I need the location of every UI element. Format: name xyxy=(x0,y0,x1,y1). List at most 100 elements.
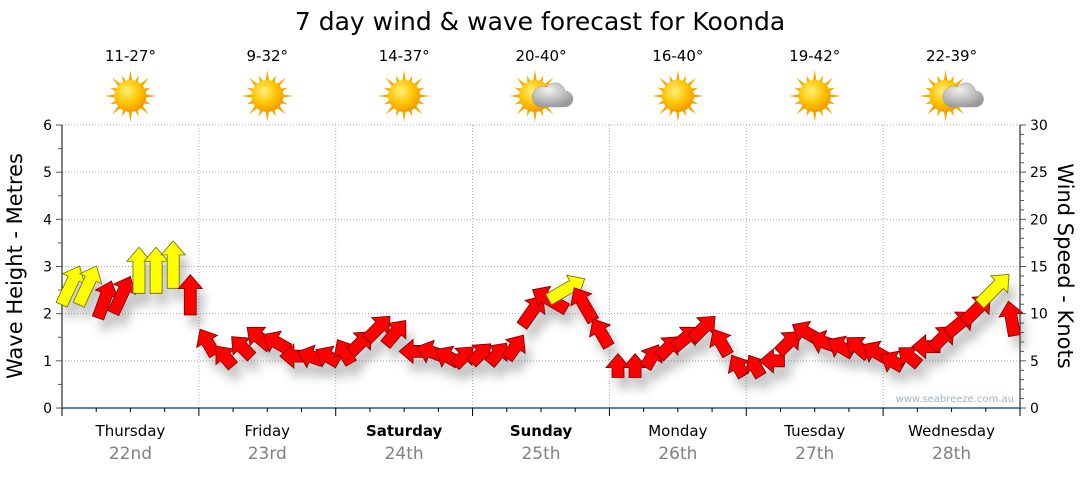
y2-tick-label: 0 xyxy=(1030,401,1039,417)
wind-arrow-shadow xyxy=(491,355,514,380)
day-name-label: Friday xyxy=(245,422,291,440)
sun-ray xyxy=(112,77,122,87)
day-name-label: Thursday xyxy=(95,422,166,440)
temperature-range: 11-27° xyxy=(105,47,156,65)
sun-ray xyxy=(796,105,806,115)
wind-arrow xyxy=(974,273,1010,309)
sun-ray xyxy=(943,110,948,122)
sun-ray xyxy=(943,70,948,82)
sun-disc xyxy=(251,80,284,112)
sun-icon xyxy=(651,70,704,122)
sun-ray xyxy=(927,105,937,115)
sun-ray xyxy=(659,77,669,87)
sun-ray xyxy=(276,77,286,87)
sun-ray xyxy=(139,77,149,87)
wind-arrow xyxy=(160,240,187,289)
sun-icon xyxy=(378,70,431,122)
day-date-label: 22nd xyxy=(109,444,152,464)
sun-ray xyxy=(516,105,526,115)
y-tick-label: 1 xyxy=(43,354,52,370)
sun-ray xyxy=(659,105,669,115)
wind-arrow xyxy=(827,335,857,360)
wind-arrow xyxy=(380,319,407,350)
day-date-label: 23rd xyxy=(248,444,287,464)
sun-ray xyxy=(788,94,800,98)
day-date-label: 28th xyxy=(932,444,971,464)
y-tick-label: 2 xyxy=(43,307,52,323)
sun-ray xyxy=(823,77,834,87)
temperature-range: 14-37° xyxy=(379,47,430,65)
day-date-label: 26th xyxy=(658,444,697,464)
y-tick-label: 3 xyxy=(43,260,52,276)
wind-arrow xyxy=(773,331,800,358)
sun-ray xyxy=(651,94,663,98)
wind-arrow xyxy=(758,347,785,374)
sun-ray xyxy=(385,105,395,115)
sun-ray xyxy=(139,105,149,115)
sun-ray xyxy=(248,77,259,87)
temperature-range: 22-39° xyxy=(926,47,977,65)
sun-ray xyxy=(954,105,964,115)
sun-ray xyxy=(282,94,294,98)
wind-arrow xyxy=(177,273,204,316)
sun-ray xyxy=(378,94,390,98)
sun-ray xyxy=(248,105,259,115)
day-name-label: Wednesday xyxy=(908,422,995,440)
y-tick-label: 0 xyxy=(43,401,52,417)
wind-arrow xyxy=(709,328,734,359)
y-tick-label: 6 xyxy=(43,118,52,134)
sun-ray xyxy=(676,70,680,82)
y2-tick-label: 5 xyxy=(1030,354,1039,370)
sun-ray xyxy=(796,77,806,87)
y2-axis-label: Wind Speed - Knots xyxy=(1053,163,1077,368)
sun-ray xyxy=(687,105,697,115)
wind-arrow xyxy=(315,345,343,369)
sun-icon xyxy=(104,70,157,122)
y-tick-label: 5 xyxy=(43,165,52,181)
sun-disc xyxy=(388,80,421,112)
day-name-label: Sunday xyxy=(510,422,573,440)
y2-tick-label: 20 xyxy=(1030,212,1048,228)
wind-arrow xyxy=(449,346,474,371)
sun-ray xyxy=(385,77,395,87)
sun-ray xyxy=(128,70,133,82)
wind-arrow xyxy=(107,275,136,317)
sun-ray xyxy=(927,77,937,87)
sun-disc xyxy=(661,80,694,112)
sun-ray xyxy=(241,94,253,98)
wind-arrow-shadow xyxy=(780,343,806,369)
sun-ray xyxy=(128,110,133,122)
y2-tick-label: 25 xyxy=(1030,165,1048,181)
temperature-range: 20-40° xyxy=(515,47,566,65)
y-axis-label: Wave Height - Metres xyxy=(3,153,27,379)
day-name-label: Tuesday xyxy=(783,422,845,440)
temperature-range: 9-32° xyxy=(247,47,289,65)
sun-ray xyxy=(112,105,122,115)
wind-arrow xyxy=(196,328,221,359)
sun-icon xyxy=(241,70,294,122)
sun-ray xyxy=(265,110,270,122)
cloud-shape xyxy=(942,82,984,108)
wind-arrow-shadow xyxy=(113,288,142,328)
sun-ray xyxy=(823,105,834,115)
sun-ray xyxy=(676,110,680,122)
sun-ray xyxy=(544,77,554,87)
sun-ray xyxy=(544,105,554,115)
wind-arrow xyxy=(880,350,907,373)
sun-ray xyxy=(829,94,841,98)
y-tick-label: 4 xyxy=(43,212,52,228)
y2-tick-label: 15 xyxy=(1030,260,1048,276)
temperature-range: 19-42° xyxy=(789,47,840,65)
sun-ray xyxy=(276,105,286,115)
wind-arrow-shadow xyxy=(981,286,1016,321)
sun-ray xyxy=(692,94,704,98)
sun-ray xyxy=(265,70,270,82)
sun-icon xyxy=(788,70,841,122)
partly-cloudy-icon xyxy=(919,70,984,122)
wind-arrow xyxy=(484,342,508,368)
y2-tick-label: 10 xyxy=(1030,307,1048,323)
sun-ray xyxy=(402,110,406,122)
sun-ray xyxy=(419,94,431,98)
day-name-label: Monday xyxy=(648,422,707,440)
